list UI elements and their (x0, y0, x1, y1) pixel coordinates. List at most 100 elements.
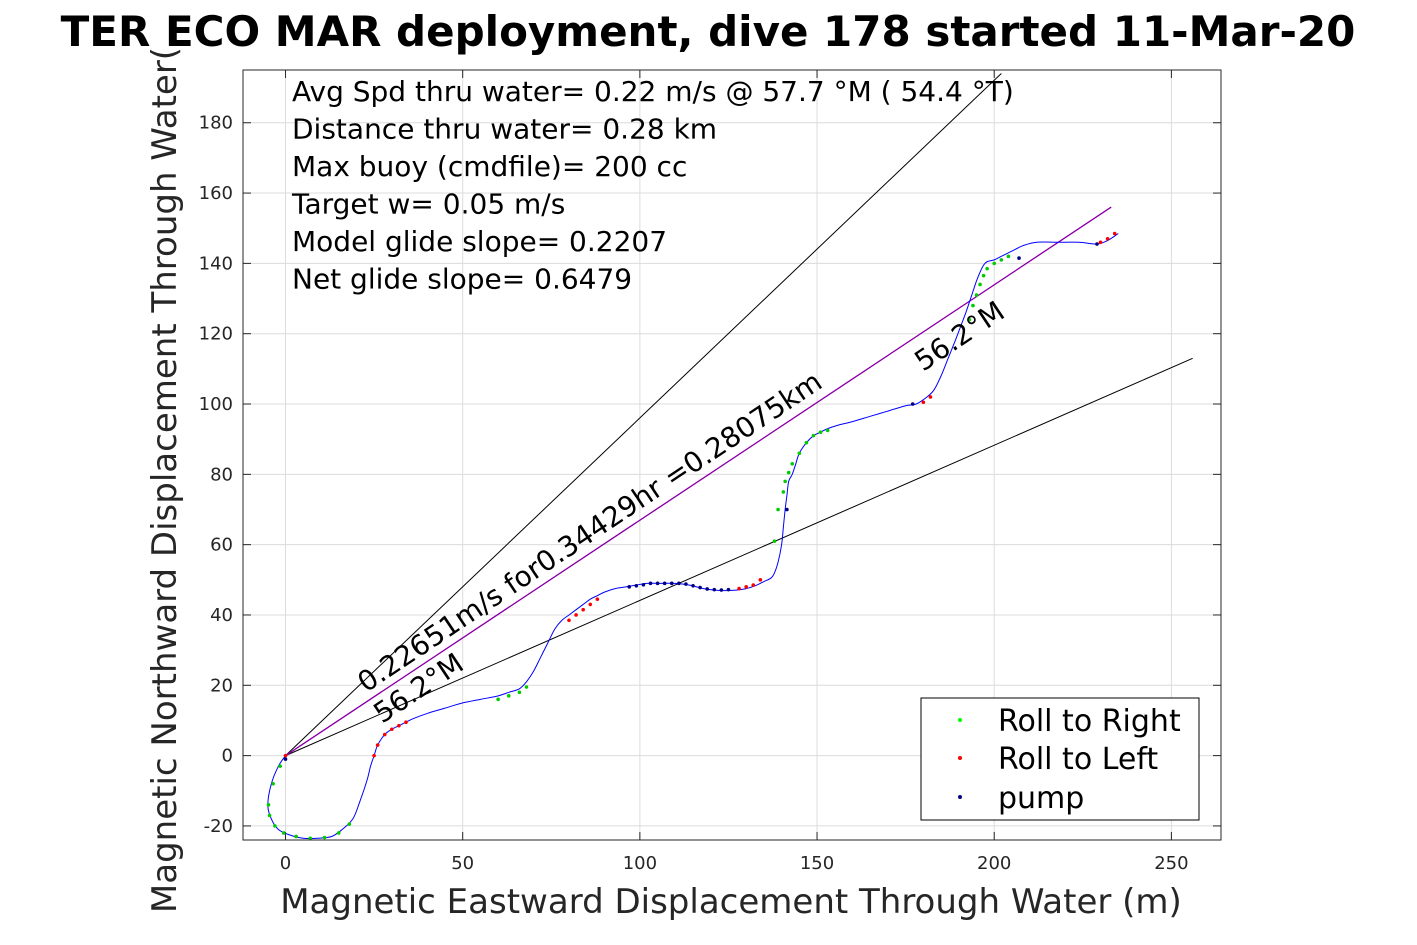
pump-point (669, 581, 674, 586)
roll-right-point (496, 697, 500, 702)
roll-right-point (999, 258, 1004, 262)
roll-right-point (797, 451, 802, 456)
pump-point (785, 507, 789, 512)
y-tick-label: 120 (199, 324, 233, 345)
legend-label-pump: pump (998, 781, 1084, 816)
roll-right-point (347, 822, 352, 826)
roll-right-point (294, 834, 298, 839)
pump-point (684, 582, 688, 586)
reference-lines (285, 73, 1193, 757)
reference-line (285, 73, 1002, 756)
pump-point (641, 582, 646, 587)
stats-line: Target w= 0.05 m/s (291, 188, 565, 221)
roll-left-point (588, 602, 593, 607)
roll-right-point (974, 293, 979, 297)
pump-point (1095, 242, 1099, 246)
roll-right-point (790, 461, 795, 466)
roll-right-point (1006, 254, 1011, 259)
x-axis-label: Magnetic Eastward Displacement Through W… (280, 882, 1182, 922)
x-tick-label: 100 (623, 853, 657, 874)
roll-right-point (278, 764, 283, 768)
stats-line: Avg Spd thru water= 0.22 m/s @ 57.7 °M (… (292, 75, 1014, 108)
reference-line (285, 357, 1193, 757)
roll-right-point (804, 440, 809, 445)
pump-point (627, 585, 632, 589)
stats-line: Net glide slope= 0.6479 (292, 263, 632, 296)
roll-left-point (1105, 236, 1110, 241)
y-tick-label: 80 (210, 464, 233, 485)
roll-right-point (336, 831, 341, 835)
plot-frame (242, 69, 1222, 841)
y-tick-label: 40 (210, 605, 233, 626)
pump-point (698, 585, 702, 590)
legend-label-roll-right: Roll to Right (998, 704, 1181, 739)
roll-right-point (308, 836, 313, 841)
track-points (266, 231, 1117, 841)
roll-right-point (517, 690, 522, 695)
roll-right-point (506, 694, 511, 698)
roll-left-point (1112, 231, 1117, 236)
roll-left-point (928, 395, 933, 399)
y-tick-label: 20 (210, 675, 233, 696)
roll-left-point (744, 585, 748, 589)
stats-line: Model glide slope= 0.2207 (292, 225, 667, 258)
roll-right-point (992, 261, 997, 266)
pump-point (726, 587, 731, 592)
y-tick-label: 100 (199, 394, 233, 415)
pump-point (691, 583, 695, 588)
roll-left-point (375, 743, 380, 747)
roll-left-point (574, 613, 578, 617)
pump-point (705, 587, 709, 591)
roll-left-point (404, 720, 408, 725)
axis-ticks: 0 50 100 150 200 250 -20 0 20 40 60 80 100 120 140 160 1… (199, 70, 1221, 874)
roll-right-point (818, 430, 823, 434)
roll-right-point (271, 781, 275, 786)
y-axis-label: Magnetic Northward Displacement Through … (145, 47, 185, 913)
roll-left-point (567, 618, 571, 623)
roll-right-point (267, 813, 272, 818)
pump-point (677, 581, 681, 586)
pump-point (712, 587, 717, 592)
y-tick-label: -20 (204, 816, 233, 837)
y-tick-label: 160 (199, 183, 233, 204)
y-tick-label: 140 (199, 253, 233, 274)
legend: Roll to Right Roll to Left pump (920, 697, 1200, 821)
roll-right-point (266, 803, 271, 807)
roll-right-point (981, 273, 986, 278)
legend-box (920, 697, 1200, 821)
stats-text-block: Avg Spd thru water= 0.22 m/s @ 57.7 °M (… (291, 75, 1014, 296)
track-line (267, 233, 1119, 840)
reference-line (285, 206, 1112, 757)
roll-right-point (524, 685, 529, 689)
stats-line: Max buoy (cmdfile)= 200 cc (292, 150, 687, 183)
y-tick-label: 180 (199, 113, 233, 134)
roll-left-point (751, 583, 756, 587)
roll-left-point (921, 400, 926, 405)
x-tick-label: 200 (977, 853, 1011, 874)
roll-right-point (281, 831, 286, 835)
roll-right-point (825, 428, 830, 433)
legend-marker-pump (958, 795, 962, 799)
roll-right-point (783, 479, 787, 484)
roll-left-point (283, 753, 288, 758)
grid (243, 70, 1221, 840)
stats-line: Distance thru water= 0.28 km (292, 113, 717, 146)
legend-marker-roll-left (958, 756, 962, 760)
pump-point (648, 581, 653, 586)
roll-left-point (737, 586, 741, 591)
roll-right-point (811, 433, 816, 438)
x-tick-label: 0 (280, 853, 291, 874)
roll-left-point (382, 732, 387, 737)
roll-right-point (985, 266, 989, 271)
pump-point (662, 581, 667, 586)
y-tick-label: 60 (210, 535, 233, 556)
pump-point (655, 581, 660, 586)
roll-right-point (786, 470, 791, 475)
legend-marker-roll-right (958, 718, 962, 722)
roll-left-point (581, 607, 585, 612)
pump-point (719, 588, 724, 592)
x-tick-label: 50 (451, 853, 474, 874)
x-tick-label: 150 (800, 853, 834, 874)
roll-left-point (372, 753, 376, 758)
